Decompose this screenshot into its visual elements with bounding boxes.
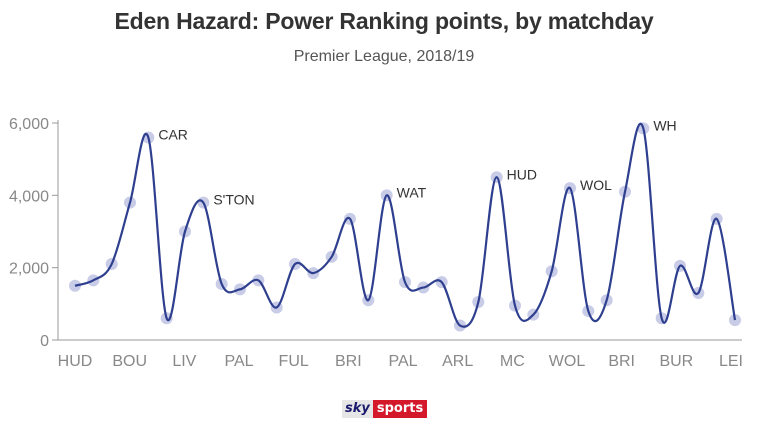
- y-tick-label: 2,000: [9, 261, 49, 278]
- point-annotation: CAR: [158, 126, 188, 142]
- x-tick-label: LEI: [719, 353, 743, 370]
- chart-title: Eden Hazard: Power Ranking points, by ma…: [114, 8, 654, 34]
- chart-subtitle: Premier League, 2018/19: [293, 48, 475, 65]
- x-tick-label: WOL: [549, 353, 586, 370]
- x-tick-label: PAL: [388, 353, 417, 370]
- point-annotation: HUD: [507, 166, 537, 182]
- x-tick-label: BRI: [608, 353, 635, 370]
- logo-sports-text: sports: [372, 400, 428, 418]
- point-annotation: S'TON: [213, 192, 254, 208]
- y-tick-label: 6,000: [9, 116, 49, 133]
- point-annotation: WOL: [580, 177, 612, 193]
- series-line: [74, 122, 737, 328]
- logo-sky-text: sky: [342, 400, 373, 418]
- x-tick-label: PAL: [224, 353, 253, 370]
- y-tick-label: 0: [40, 333, 49, 350]
- sky-sports-logo: sky sports: [342, 400, 428, 418]
- x-tick-label: BOU: [112, 353, 147, 370]
- x-tick-label: MC: [500, 353, 525, 370]
- y-tick-label: 4,000: [9, 188, 49, 205]
- x-tick-label: FUL: [279, 353, 309, 370]
- x-tick-label: LIV: [172, 353, 196, 370]
- point-annotation: WAT: [397, 184, 427, 200]
- x-tick-label: HUD: [58, 353, 93, 370]
- point-annotation: WH: [653, 117, 676, 133]
- x-tick-label: BRI: [335, 353, 362, 370]
- x-tick-label: BUR: [659, 353, 693, 370]
- x-tick-label: ARL: [442, 353, 473, 370]
